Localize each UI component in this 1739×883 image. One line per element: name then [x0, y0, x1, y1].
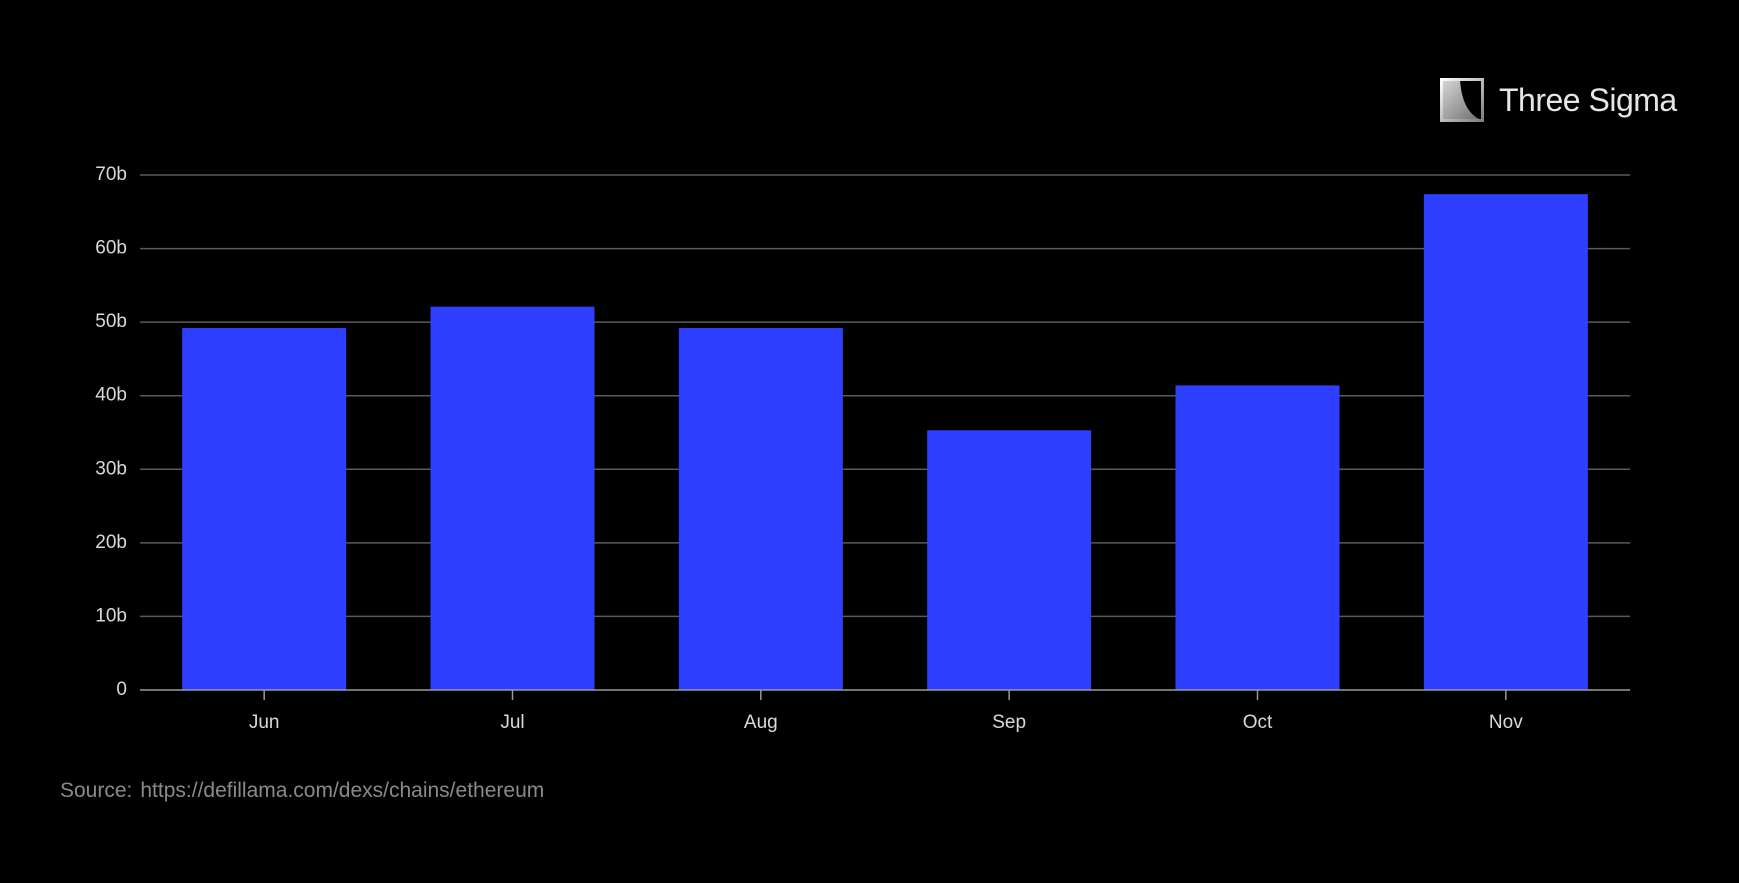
- y-tick-label: 50b: [95, 311, 127, 332]
- y-tick-label: 60b: [95, 238, 127, 259]
- x-tick-label: Jun: [249, 712, 280, 733]
- x-tick-label: Jul: [500, 712, 524, 733]
- bar-aug: [678, 328, 843, 690]
- brand-name: Three Sigma: [1499, 81, 1677, 118]
- source-url: https://defillama.com/dexs/chains/ethere…: [140, 779, 545, 802]
- y-tick-label: 40b: [95, 385, 127, 406]
- y-tick-label: 0: [116, 679, 127, 700]
- bar-jul: [430, 306, 595, 690]
- bar-nov: [1423, 194, 1588, 690]
- x-tick-label: Nov: [1489, 712, 1523, 733]
- brand: Three Sigma: [1440, 76, 1677, 124]
- y-axis-tick-labels: 0 10b 20b 30b 40b 50b 60b 70b: [95, 164, 127, 700]
- x-tick-label: Aug: [744, 712, 778, 733]
- y-tick-label: 20b: [95, 532, 127, 553]
- three-sigma-logo-icon: [1440, 78, 1484, 122]
- bars: [182, 194, 1588, 690]
- bar-jun: [182, 328, 347, 690]
- y-tick-label: 30b: [95, 458, 127, 479]
- bar-sep: [927, 430, 1092, 690]
- gridlines: [140, 174, 1630, 618]
- y-tick-label: 10b: [95, 605, 127, 626]
- bar-oct: [1175, 385, 1340, 690]
- source-note: Source: https://defillama.com/dexs/chains…: [60, 779, 544, 803]
- x-tick-label: Sep: [992, 712, 1026, 733]
- source-label: Source:: [60, 779, 133, 802]
- x-tick-label: Oct: [1243, 712, 1273, 733]
- x-axis: [140, 689, 1630, 700]
- x-axis-tick-labels: Jun Jul Aug Sep Oct Nov: [249, 712, 1523, 733]
- y-tick-label: 70b: [95, 164, 127, 185]
